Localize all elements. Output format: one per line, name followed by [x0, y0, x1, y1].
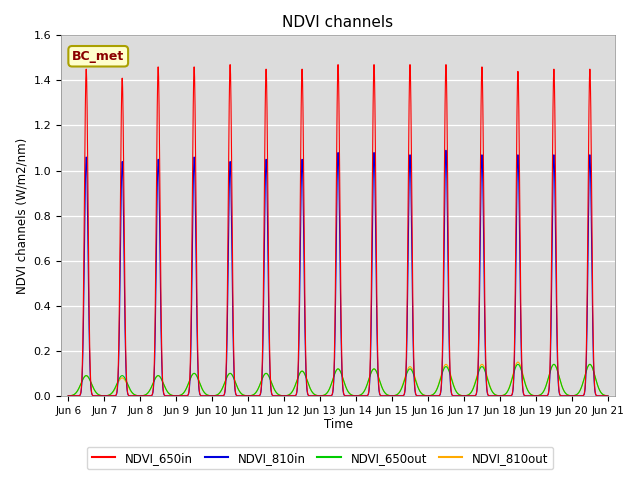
Title: NDVI channels: NDVI channels: [282, 15, 394, 30]
Y-axis label: NDVI channels (W/m2/nm): NDVI channels (W/m2/nm): [15, 137, 28, 294]
Text: BC_met: BC_met: [72, 50, 124, 63]
X-axis label: Time: Time: [324, 419, 353, 432]
Legend: NDVI_650in, NDVI_810in, NDVI_650out, NDVI_810out: NDVI_650in, NDVI_810in, NDVI_650out, NDV…: [87, 447, 553, 469]
